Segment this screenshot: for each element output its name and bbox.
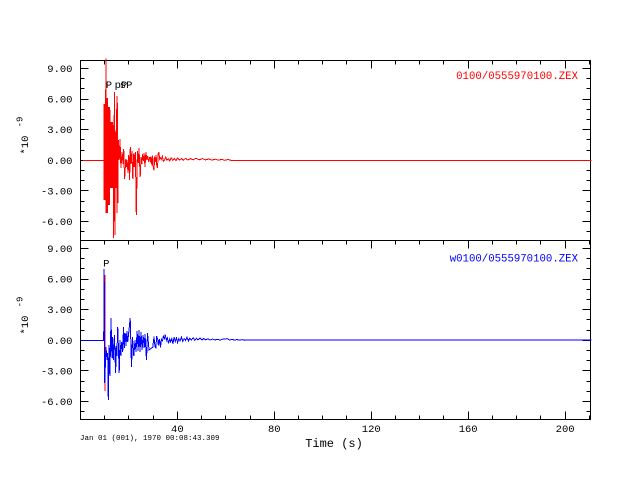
svg-text:3.00: 3.00 <box>47 305 72 317</box>
svg-text:*10: *10 <box>20 136 32 155</box>
svg-text:6.00: 6.00 <box>47 95 72 107</box>
svg-text:160: 160 <box>459 424 478 436</box>
svg-text:9.00: 9.00 <box>47 64 72 76</box>
svg-text:-9: -9 <box>16 297 26 308</box>
svg-text:w0100/0555970100.ZEX: w0100/0555970100.ZEX <box>450 254 579 266</box>
svg-text:0100/0555970100.ZEX: 0100/0555970100.ZEX <box>456 71 578 83</box>
svg-text:0.00: 0.00 <box>47 336 72 348</box>
svg-text:-3.00: -3.00 <box>41 366 73 378</box>
svg-text:6.00: 6.00 <box>47 275 72 287</box>
svg-text:-9: -9 <box>16 117 26 128</box>
svg-text:P: P <box>103 259 109 271</box>
svg-text:80: 80 <box>268 424 281 436</box>
svg-text:3.00: 3.00 <box>47 125 72 137</box>
svg-text:*10: *10 <box>20 316 32 335</box>
svg-text:P: P <box>106 80 112 92</box>
svg-text:0.00: 0.00 <box>47 156 72 168</box>
svg-text:120: 120 <box>362 424 381 436</box>
svg-text:Jan 01 (001), 1970 00:08:43.30: Jan 01 (001), 1970 00:08:43.309 <box>80 435 220 443</box>
svg-text:-6.00: -6.00 <box>41 217 73 229</box>
svg-text:9.00: 9.00 <box>47 244 72 256</box>
svg-text:pP: pP <box>115 80 128 92</box>
svg-text:-3.00: -3.00 <box>41 186 73 198</box>
svg-text:200: 200 <box>556 424 575 436</box>
svg-text:-6.00: -6.00 <box>41 397 73 409</box>
svg-text:Time (s): Time (s) <box>305 437 363 451</box>
svg-text:sP: sP <box>120 80 133 92</box>
svg-text:40: 40 <box>171 424 184 436</box>
